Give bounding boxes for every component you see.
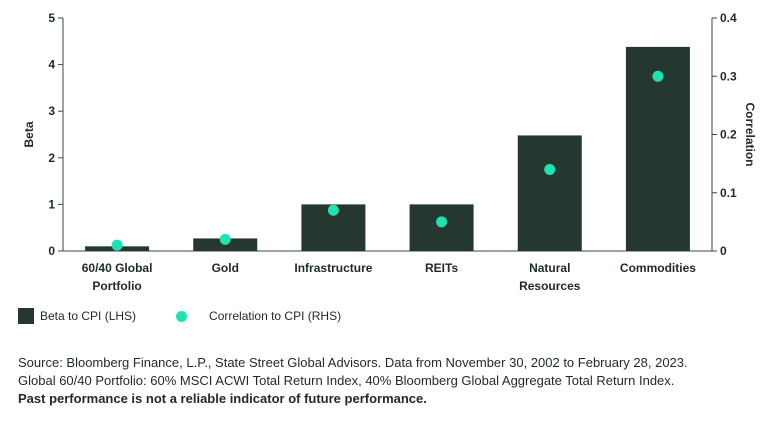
footnote-disclaimer: Past performance is not a reliable indic… <box>18 391 427 406</box>
correlation-point <box>544 163 556 175</box>
left-tick-label: 4 <box>48 58 55 72</box>
bar <box>409 204 474 251</box>
correlation-point <box>436 216 448 228</box>
left-tick-label: 0 <box>48 244 55 258</box>
right-tick-label: 0 <box>720 244 727 258</box>
bar-series <box>85 46 690 251</box>
category-label: Infrastructure <box>294 261 372 275</box>
category-label: Commodities <box>620 261 696 275</box>
left-tick-label: 5 <box>48 11 55 25</box>
legend-bar-label: Beta to CPI (LHS) <box>40 309 137 323</box>
left-axis: 0 1 2 3 4 5 <box>48 11 712 258</box>
category-label: Portfolio <box>92 279 141 293</box>
category-label: REITs <box>425 261 458 275</box>
left-tick-label: 2 <box>48 151 55 165</box>
correlation-point <box>111 239 123 251</box>
dot-series <box>111 70 664 251</box>
category-label: Natural <box>529 261 570 275</box>
right-axis-title: Correlation <box>743 102 757 166</box>
category-labels: 60/40 Global Portfolio Gold Infrastructure R… <box>82 261 697 293</box>
left-tick-label: 3 <box>48 104 55 118</box>
right-tick-label: 0.1 <box>720 186 737 200</box>
correlation-point <box>219 233 231 245</box>
legend-item-beta: Beta to CPI (LHS) <box>18 308 136 324</box>
right-axis: 0 0.1 0.2 0.3 0.4 <box>711 11 737 258</box>
category-label: Resources <box>519 279 581 293</box>
legend-bar-swatch <box>18 308 34 324</box>
category-label: 60/40 Global <box>82 261 153 275</box>
chart: 0 1 2 3 4 5 0 0.1 0.2 0.3 0.4 60/40 Global Portfol… <box>22 11 757 293</box>
legend-dot-label: Correlation to CPI (RHS) <box>209 309 342 323</box>
right-tick-label: 0.2 <box>720 128 737 142</box>
left-tick-label: 1 <box>48 197 55 211</box>
right-tick-label: 0.4 <box>720 11 737 25</box>
bar <box>517 135 582 251</box>
category-label: Gold <box>212 261 239 275</box>
legend: Beta to CPI (LHS) Correlation to CPI (RH… <box>18 308 379 324</box>
correlation-point <box>652 70 664 82</box>
footnote: Source: Bloomberg Finance, L.P., State S… <box>18 354 768 408</box>
legend-dot-swatch <box>176 310 188 322</box>
correlation-point <box>327 204 339 216</box>
legend-item-correlation: Correlation to CPI (RHS) <box>174 309 341 323</box>
right-tick-label: 0.3 <box>720 69 737 83</box>
footnote-portfolio: Global 60/40 Portfolio: 60% MSCI ACWI To… <box>18 373 675 388</box>
footnote-source: Source: Bloomberg Finance, L.P., State S… <box>18 355 688 370</box>
left-axis-title: Beta <box>22 121 36 147</box>
